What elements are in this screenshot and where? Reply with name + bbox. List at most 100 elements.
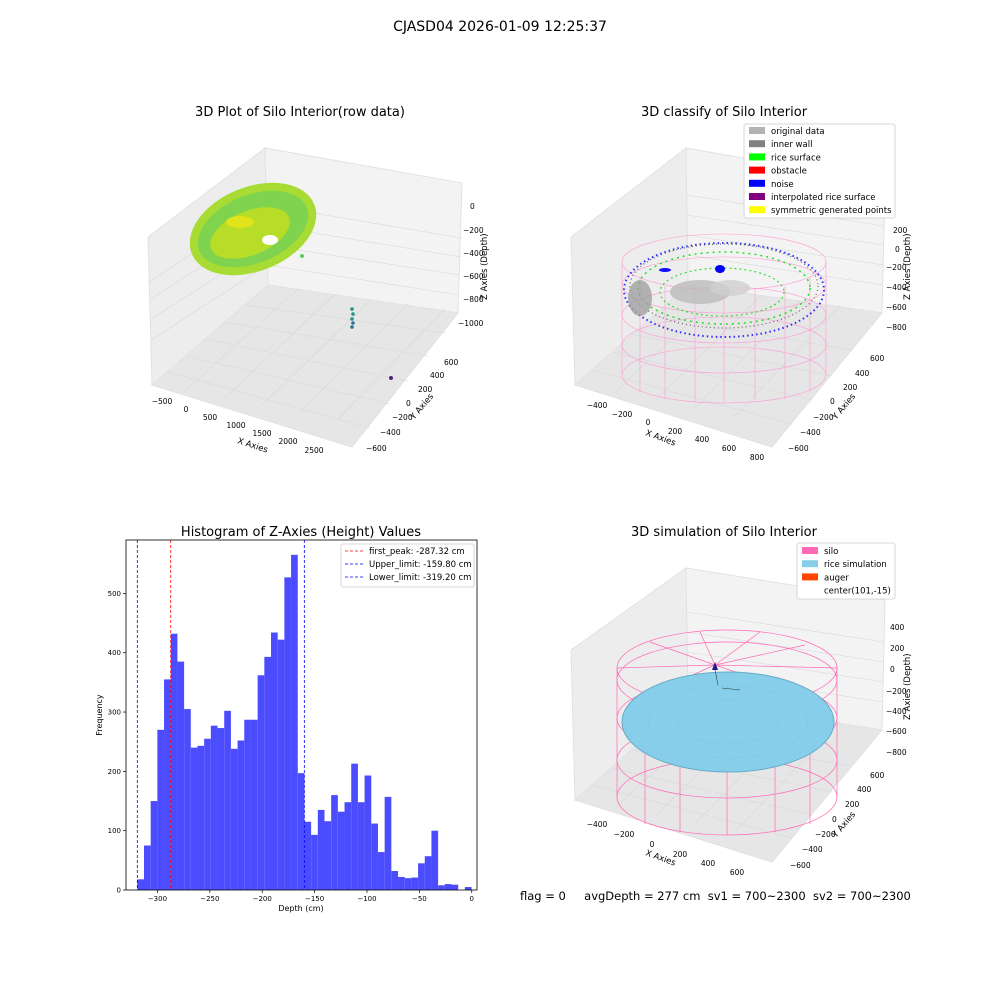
histogram-bar [170, 633, 178, 890]
legend: original data inner wall rice surface obsta… [743, 123, 896, 219]
x-tick-label: −200 [253, 895, 272, 903]
y-tick: −400 [802, 845, 823, 854]
z-tick: 0 [890, 665, 895, 674]
legend-swatch [802, 547, 818, 554]
avg-depth-text: avgDepth = 277 cm [584, 889, 701, 903]
histogram-bar [244, 719, 251, 890]
histogram-bar [197, 745, 205, 890]
y-tick: 400 [430, 371, 445, 380]
x-tick: 0 [650, 840, 655, 849]
rice-surface [621, 671, 835, 773]
x-tick: 1000 [226, 421, 245, 430]
histogram-bar [377, 852, 385, 890]
histogram-bar [217, 728, 225, 890]
y-tick: 400 [855, 369, 870, 378]
panel-raw-data: 3D Plot of Silo Interior(row data) [147, 105, 490, 456]
z-tick: 0 [470, 202, 475, 211]
histogram-bar [304, 821, 312, 890]
legend-label: original data [771, 127, 825, 137]
legend-label: first_peak: -287.32 cm [369, 547, 465, 557]
auger-marker [712, 662, 741, 691]
legend-label: rice simulation [824, 560, 887, 570]
x-tick-labels: −400 −200 0 200 400 600 800 [587, 401, 765, 462]
z-tick: −800 [886, 323, 907, 332]
z-axis-label: Z Axies (Depth) [903, 233, 913, 300]
x-tick: 600 [730, 868, 745, 877]
y-tick-label: 200 [108, 768, 121, 776]
y-tick: −600 [366, 444, 387, 453]
histogram-bar [264, 656, 272, 890]
z-tick: −400 [463, 249, 484, 258]
x-tick: 200 [668, 427, 683, 436]
x-tick-labels: −400 −200 0 200 400 600 [587, 820, 745, 877]
flag-text: flag = 0 [520, 889, 566, 903]
z-tick: −600 [463, 272, 484, 281]
histogram-bar [230, 748, 238, 890]
y-tick: 0 [832, 815, 837, 824]
x-tick-labels: −500 0 500 1000 1500 2000 2500 [152, 397, 324, 455]
histogram-bar [357, 802, 365, 890]
histogram-bar [438, 885, 445, 890]
legend-label: symmetric generated points [771, 206, 892, 216]
x-tick: 1500 [252, 429, 271, 438]
legend-label: Lower_limit: -319.20 cm [369, 573, 471, 583]
panel-title: 3D classify of Silo Interior [641, 105, 808, 120]
x-axis-label: Depth (cm) [278, 904, 323, 913]
histogram-bar [291, 554, 298, 890]
z-tick: −1000 [458, 319, 484, 328]
legend-items: silo rice simulation auger center(101,-15) [802, 547, 891, 597]
y-tick-labels: −600 −400 −200 0 200 400 600 [366, 358, 459, 453]
x-tick: 800 [750, 453, 765, 462]
histogram-bar [250, 719, 258, 890]
z-tick: −400 [886, 707, 907, 716]
z-tick-labels: 400 200 0 −200 −400 −600 −800 [886, 623, 907, 757]
histogram-bar [184, 709, 191, 890]
x-tick: −200 [612, 410, 633, 419]
x-tick: 0 [646, 418, 651, 427]
histogram-bar [324, 821, 332, 890]
histogram-bars [137, 554, 472, 890]
legend-items: original data inner wall rice surface obsta… [749, 127, 892, 216]
x-tick: 2000 [278, 437, 297, 446]
y-tick-label: 100 [108, 827, 121, 835]
y-tick: −600 [790, 861, 811, 870]
histogram-bar [371, 823, 378, 890]
histogram-bar [164, 679, 171, 890]
histogram-bar [364, 775, 372, 890]
panel-classify: 3D classify of Silo Interior [570, 105, 913, 462]
z-tick: −600 [886, 303, 907, 312]
legend-label: silo [824, 547, 838, 557]
histogram-bar [411, 877, 419, 890]
y-tick-label: 500 [108, 590, 121, 598]
z-axis-label: Z Axies (Depth) [903, 653, 913, 720]
y-tick: 600 [870, 354, 885, 363]
y-tick: −400 [380, 428, 401, 437]
legend-swatch [749, 179, 765, 187]
x-tick-label: −50 [412, 895, 427, 903]
legend-label: rice surface [771, 153, 821, 163]
histogram-bar [204, 738, 211, 890]
panel-histogram: Histogram of Z-Axies (Height) Values −30… [95, 525, 478, 913]
x-tick: −400 [587, 820, 608, 829]
legend-label: interpolated rice surface [771, 193, 876, 203]
y-tick: −600 [788, 444, 809, 453]
legend-label: obstacle [771, 167, 807, 177]
y-tick: −200 [813, 413, 834, 422]
histogram-bar [418, 863, 425, 890]
legend-swatch [749, 166, 765, 174]
x-tick-label: −100 [357, 895, 376, 903]
classified-points [623, 242, 825, 338]
histogram-bar [398, 876, 405, 890]
y-tick: 600 [870, 771, 885, 780]
z-tick: 0 [895, 245, 900, 254]
histogram-bar [257, 675, 265, 890]
y-tick-labels: −600 −400 −200 0 200 400 600 [790, 771, 885, 870]
panel-title: 3D simulation of Silo Interior [631, 525, 818, 540]
x-tick: −500 [152, 397, 173, 406]
z-tick: −200 [886, 687, 907, 696]
x-tick: 400 [695, 435, 710, 444]
z-tick: −200 [463, 226, 484, 235]
z-tick-labels: 0 −200 −400 −600 −800 −1000 [458, 202, 484, 328]
histogram-bar [431, 830, 439, 890]
